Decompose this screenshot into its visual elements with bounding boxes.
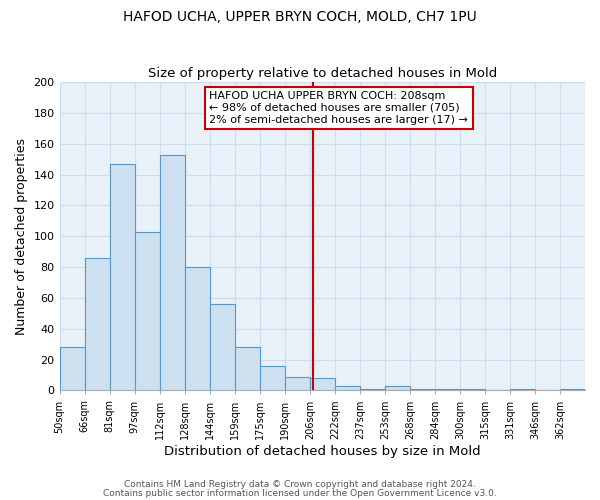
- Bar: [285, 376, 310, 390]
- Bar: [360, 389, 385, 390]
- Bar: [560, 389, 585, 390]
- Bar: [435, 389, 460, 390]
- Bar: [185, 267, 209, 390]
- Bar: [410, 389, 435, 390]
- Bar: [160, 154, 185, 390]
- Text: HAFOD UCHA UPPER BRYN COCH: 208sqm
← 98% of detached houses are smaller (705)
2%: HAFOD UCHA UPPER BRYN COCH: 208sqm ← 98%…: [209, 92, 468, 124]
- Text: Contains public sector information licensed under the Open Government Licence v3: Contains public sector information licen…: [103, 488, 497, 498]
- Bar: [235, 347, 260, 391]
- Bar: [510, 389, 535, 390]
- X-axis label: Distribution of detached houses by size in Mold: Distribution of detached houses by size …: [164, 444, 481, 458]
- Bar: [209, 304, 235, 390]
- Title: Size of property relative to detached houses in Mold: Size of property relative to detached ho…: [148, 66, 497, 80]
- Text: Contains HM Land Registry data © Crown copyright and database right 2024.: Contains HM Land Registry data © Crown c…: [124, 480, 476, 489]
- Bar: [59, 347, 85, 391]
- Bar: [385, 386, 410, 390]
- Bar: [310, 378, 335, 390]
- Bar: [110, 164, 134, 390]
- Text: HAFOD UCHA, UPPER BRYN COCH, MOLD, CH7 1PU: HAFOD UCHA, UPPER BRYN COCH, MOLD, CH7 1…: [123, 10, 477, 24]
- Bar: [460, 389, 485, 390]
- Bar: [85, 258, 110, 390]
- Bar: [134, 232, 160, 390]
- Y-axis label: Number of detached properties: Number of detached properties: [15, 138, 28, 334]
- Bar: [260, 366, 285, 390]
- Bar: [335, 386, 360, 390]
